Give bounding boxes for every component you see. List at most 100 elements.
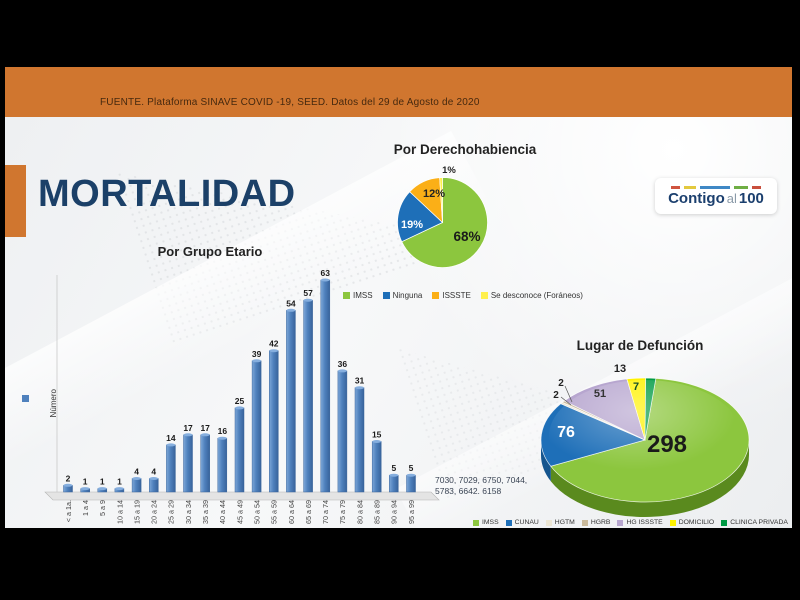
bar-value-label: 4 [134,467,139,477]
pie-data-label: 51 [594,388,606,400]
pie1-title: Por Derechohabiencia [393,142,537,157]
bar-top-cap [303,298,313,302]
logo-dash-segment [684,186,696,189]
logo-word-100: 100 [738,190,764,207]
lugar-defuncion-pie-chart: 298 76 22 51 13 7 [540,363,750,517]
bar [354,387,365,493]
bar-top-cap [286,308,296,312]
bar-chart: 2 < a 1a. 1 1 a 4 1 5 a 9 1 10 a 14 4 15 a 19 4 20 … [44,268,440,524]
legend-marker [721,519,728,526]
pie-3d-side [541,440,551,482]
legend-marker [581,519,588,526]
pie-slice-IMSS [401,177,488,268]
bar-top-cap [389,473,399,477]
legend-marker [480,292,488,299]
bar-top-cap [149,477,159,480]
bar-top-cap [183,433,193,437]
pie-data-label: 12% [423,188,445,200]
pie-data-label: 7 [633,381,639,393]
legend-item: IMSS [473,519,499,526]
legend-item: Se desconoce (Foráneos) [480,291,583,300]
bar-axis-label: 75 a 79 [338,500,347,524]
bar [200,434,210,493]
bar-top-cap [80,487,90,491]
bar-top-cap [97,487,107,491]
bar [149,478,159,493]
logo-dash-segment [752,186,761,189]
bar [183,434,193,493]
logo-word-contigo: Contigo [668,190,725,207]
legend-label: HG ISSSTE [626,519,663,526]
bar-value-label: 14 [166,433,176,443]
bar-axis-label: 65 a 69 [304,500,313,524]
legend-label: Ninguna [392,291,423,300]
bar-axis-label: 50 a 54 [252,500,261,524]
legend-label: ISSSTE [442,291,471,300]
legend-marker [617,519,624,526]
pie-slice-Se desconoce (Foráneos) [439,177,443,223]
bar [166,444,176,493]
bar [320,279,331,493]
bar-value-label: 16 [218,426,228,436]
bar-value-label: 1 [100,477,105,487]
pie-data-label: 13 [614,363,626,375]
bar-axis-label: 5 a 9 [98,500,107,516]
bar-axis-label: 95 a 99 [407,500,416,524]
legend-label: CLINICA PRIVADA [730,519,788,526]
pie-data-label: 68% [453,229,480,244]
bar [303,299,313,493]
derechohabiencia-pie-chart: 68% 19% 12% 1% [397,165,488,268]
bar [131,478,142,493]
legend-item: HGTM [545,519,575,526]
bar-value-label: 1 [83,477,88,487]
legend-marker [382,292,390,299]
legend-label: IMSS [482,519,499,526]
bar-axis-label: 40 a 44 [218,500,227,524]
bar-value-label: 5 [409,463,414,473]
bar-top-cap [269,349,279,353]
bar-axis-label: < a 1a. [64,500,73,522]
bar-value-label: 17 [183,423,193,433]
bar [251,360,262,493]
legend-marker [473,519,479,526]
bar-top-cap [166,443,176,447]
bar [406,474,416,493]
source-text: FUENTE. Plataforma SINAVE COVID -19, SEE… [100,97,480,108]
bar [269,350,279,493]
pie-data-label: 76 [557,424,575,441]
bar-value-label: 5 [391,463,396,473]
bar-value-label: 1 [117,477,122,487]
logo-dash-segment [700,186,730,189]
logo-dash-segment [671,186,680,189]
pie-data-label: 2 [558,378,564,389]
legend-item: Ninguna [382,291,423,300]
legend-label: HGRB [590,519,611,526]
bar-axis-label: 1 a 4 [81,500,90,516]
bar-top-cap [252,359,262,363]
pie2-legend: IMSS CUNAU HGTM HGRB HG ISSSTE DOMICILIO CLINI… [473,519,788,526]
pie-data-label: 19% [401,219,423,231]
bar-value-label: 15 [372,430,382,440]
logo-dash-segment [734,186,748,189]
legend-item: IMSS [343,291,373,300]
bar-top-cap [63,483,73,487]
bar-axis-label: 60 a 64 [287,500,296,524]
bar-top-cap [355,386,365,390]
slide-body: MORTALIDAD Por Grupo Etario Número 2 < a … [5,117,792,528]
bar-axis-label: 70 a 74 [321,500,330,524]
pie-data-label: 298 [647,431,687,458]
page-title: MORTALIDAD [38,173,296,215]
legend-item: CLINICA PRIVADA [721,519,788,526]
bar-value-label: 25 [235,396,245,406]
bar-top-cap [235,406,244,410]
bar-axis-label: 20 a 24 [150,500,159,524]
bar-value-label: 57 [303,288,313,298]
legend-label: Se desconoce (Foráneos) [490,291,583,300]
bar-top-cap [217,436,227,440]
legend-marker [505,519,512,526]
bar [389,474,399,493]
bar [234,407,245,493]
totals-note: 7030, 7029, 6750, 7044, 5783, 6642. 6158 [435,475,528,497]
bar-axis-label: 35 a 39 [201,500,210,524]
bar-legend-marker [22,395,29,402]
